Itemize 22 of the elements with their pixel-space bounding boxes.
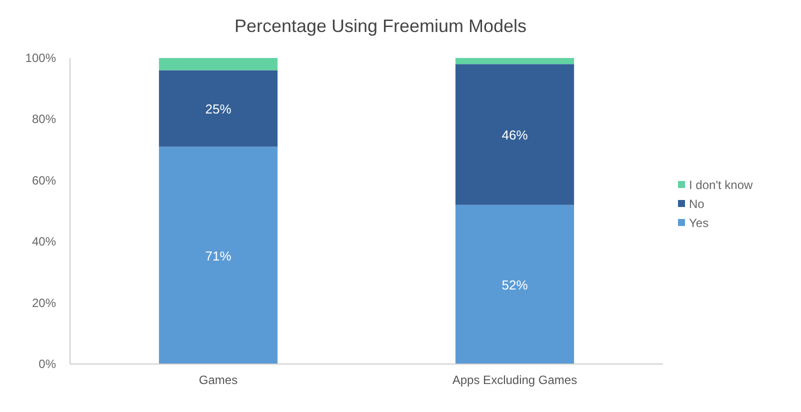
data-label: 46% — [502, 128, 528, 142]
data-label: 25% — [205, 101, 232, 116]
data-label: 71% — [205, 248, 232, 264]
x-tick-label: Apps Excluding Games — [452, 373, 578, 387]
legend-label: Yes — [689, 216, 709, 230]
bar — [158, 70, 278, 147]
legend-label: No — [689, 197, 705, 211]
data-label: 52% — [502, 277, 528, 292]
legend-label: I don't know — [689, 178, 753, 192]
bar — [455, 204, 574, 364]
x-tick-label: Games — [198, 373, 238, 387]
bar — [455, 58, 574, 64]
chart-title: Percentage Using Freemium Models — [234, 16, 527, 36]
bar — [455, 64, 574, 205]
y-tick-label: 40% — [32, 234, 56, 249]
y-tick-label: 0% — [38, 357, 56, 371]
y-tick-label: 80% — [32, 112, 56, 126]
y-tick-label: 100% — [25, 51, 56, 65]
bar — [158, 146, 278, 364]
y-tick-label: 20% — [32, 296, 56, 310]
y-tick-label: 60% — [32, 173, 56, 188]
bar — [158, 58, 278, 70]
